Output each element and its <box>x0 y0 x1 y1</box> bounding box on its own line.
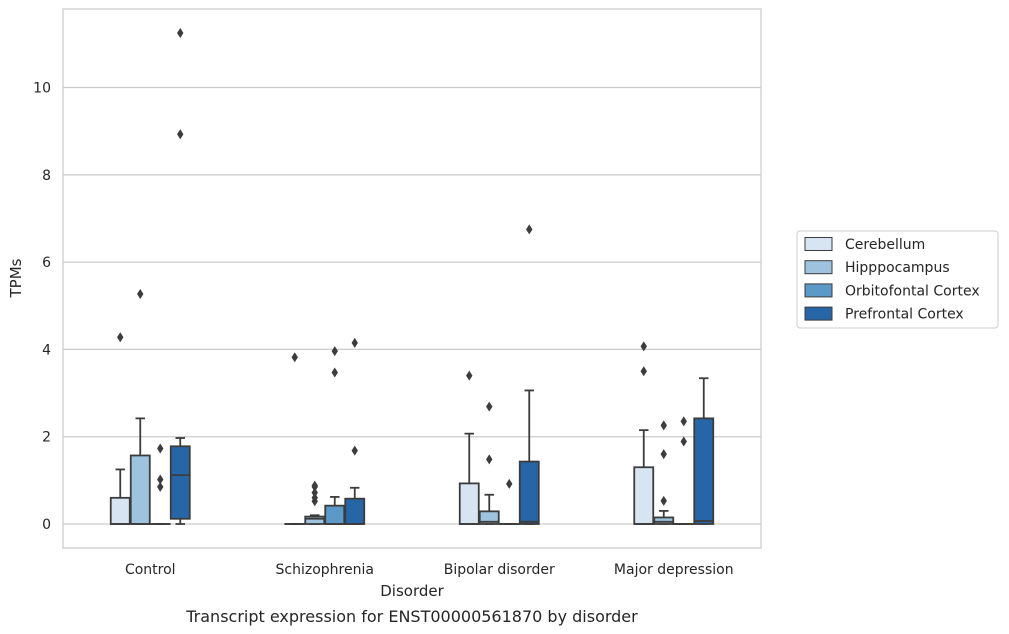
box-group <box>693 377 715 525</box>
y-tick-label: 4 <box>42 342 51 358</box>
box-group <box>149 443 171 525</box>
x-axis-title: Disorder <box>380 582 444 600</box>
outlier-point <box>486 454 493 465</box>
box-rect <box>304 515 326 525</box>
box-rect <box>344 497 366 525</box>
legend-swatch <box>804 283 833 298</box>
outlier-point <box>526 224 533 235</box>
outlier-point <box>311 487 318 498</box>
x-tick-label: Major depression <box>614 562 734 578</box>
outlier-point <box>680 416 687 427</box>
y-axis-title: TPMs <box>7 258 25 298</box>
box-group <box>518 224 540 525</box>
x-tick-label: Bipolar disorder <box>444 562 555 578</box>
box-rect <box>458 482 480 525</box>
box-group <box>344 337 366 525</box>
box-group <box>284 352 306 525</box>
legend-swatch <box>804 237 833 251</box>
box-rect <box>109 496 131 525</box>
y-tick-label: 6 <box>42 255 51 271</box>
outlier-point <box>117 332 124 343</box>
box-group <box>169 28 191 525</box>
outlier-point <box>177 28 184 39</box>
outlier-point <box>640 341 647 352</box>
outlier-point <box>137 288 144 299</box>
outlier-point <box>680 436 687 447</box>
box-group <box>324 346 346 525</box>
legend-items: Cerebellum Hipppocampus Orbitofontal Corte… <box>804 237 980 323</box>
legend: Cerebellum Hipppocampus Orbitofontal Corte… <box>796 230 999 329</box>
outlier-point <box>331 367 338 378</box>
legend-swatch <box>804 260 833 275</box>
box-rect <box>653 516 675 525</box>
box-group <box>478 401 500 525</box>
box-rect <box>693 417 715 525</box>
outlier-point <box>157 481 164 492</box>
outlier-point <box>506 478 513 489</box>
legend-label: Hipppocampus <box>845 260 950 276</box>
outlier-point <box>331 346 338 357</box>
y-tick-label: 2 <box>42 430 51 446</box>
y-tick-label: 0 <box>42 517 51 533</box>
legend-label: Orbitofontal Cortex <box>845 283 980 299</box>
box-rect <box>324 504 346 525</box>
x-tick-label: Schizophrenia <box>276 562 374 578</box>
box-rect <box>169 445 191 520</box>
box-rect <box>478 510 500 525</box>
legend-frame <box>796 230 999 329</box>
box-group <box>304 480 326 525</box>
plot-frame <box>62 8 762 549</box>
legend-swatch <box>804 306 833 321</box>
box-rect <box>633 466 655 525</box>
outlier-point <box>660 449 667 460</box>
box-group <box>458 370 480 525</box>
legend-label: Cerebellum <box>845 237 925 253</box>
y-tick-label: 8 <box>42 168 51 184</box>
box-group <box>673 416 695 525</box>
outlier-point <box>660 495 667 506</box>
x-tick-labels: Control Schizophrenia Bipolar disorder Majo… <box>125 562 734 578</box>
outlier-point <box>177 129 184 140</box>
box-group <box>653 420 675 525</box>
box-rect <box>518 460 540 525</box>
box-group <box>498 478 520 525</box>
box-group <box>109 332 131 525</box>
outlier-point <box>351 445 358 456</box>
outlier-point <box>291 352 298 363</box>
outlier-point <box>660 420 667 431</box>
box-groups <box>109 28 715 525</box>
outlier-point <box>311 492 318 503</box>
box-group <box>633 341 655 525</box>
y-tick-label: 10 <box>33 81 51 97</box>
outlier-point <box>157 474 164 485</box>
chart-caption: Transcript expression for ENST0000056187… <box>185 607 638 626</box>
outlier-point <box>311 480 318 491</box>
outlier-point <box>351 337 358 348</box>
outlier-point <box>466 370 473 381</box>
box-rect <box>129 454 151 525</box>
outlier-point <box>157 443 164 454</box>
y-tick-labels: 0 2 4 6 8 10 <box>33 81 51 533</box>
outlier-point <box>640 366 647 377</box>
plot-background <box>63 9 761 548</box>
legend-label: Prefrontal Cortex <box>845 307 964 323</box>
box-group <box>129 288 151 525</box>
x-tick-label: Control <box>125 562 176 578</box>
outlier-point <box>486 401 493 412</box>
